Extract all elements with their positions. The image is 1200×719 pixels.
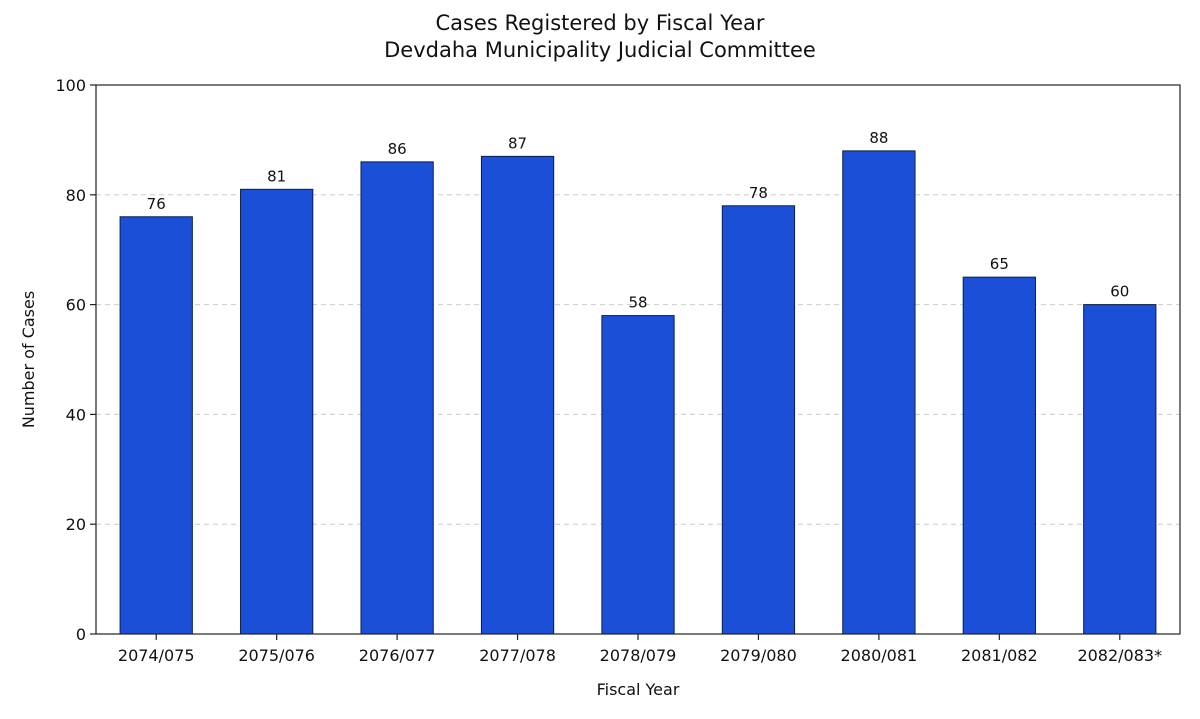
chart-title-block: Cases Registered by Fiscal Year Devdaha … [0,10,1200,64]
bar [721,205,796,635]
bar [962,276,1036,635]
data-label: 78 [749,184,768,202]
x-tick-label: 2074/075 [118,646,195,665]
data-label: 81 [267,167,286,185]
x-tick-label: 2082/083* [1077,646,1162,665]
x-tick-label: 2081/082 [961,646,1038,665]
data-label: 65 [990,255,1009,273]
bar [842,150,916,635]
x-axis-label: Fiscal Year [597,680,680,699]
x-axis-ticks: 2074/075 2075/076 2076/077 2077/078 2078/079… [118,634,1162,665]
chart-subtitle: Devdaha Municipality Judicial Committee [384,38,816,62]
bar [601,315,675,635]
y-tick-label: 100 [55,76,86,95]
bar [119,216,193,635]
y-tick-label: 80 [66,186,86,205]
x-tick-label: 2076/077 [359,646,436,665]
data-label: 87 [508,134,527,152]
chart-title: Cases Registered by Fiscal Year [435,11,765,35]
x-tick-label: 2077/078 [479,646,556,665]
bars [119,150,1157,635]
y-tick-label: 40 [66,405,86,424]
data-label: 60 [1110,283,1129,301]
x-tick-label: 2075/076 [238,646,315,665]
y-axis-ticks: 0 20 40 60 80 100 [55,76,96,644]
y-axis-label: Number of Cases [19,291,38,428]
data-label: 86 [388,140,407,158]
y-tick-label: 20 [66,515,86,534]
x-tick-label: 2078/079 [600,646,677,665]
data-label: 76 [147,195,166,213]
bar [240,188,314,635]
bar [360,161,434,635]
bar [1083,304,1157,635]
data-label: 58 [628,294,647,312]
x-tick-label: 2079/080 [720,646,797,665]
y-tick-label: 60 [66,296,86,315]
y-tick-label: 0 [76,625,86,644]
x-tick-label: 2080/081 [841,646,918,665]
bar [480,155,555,635]
data-label: 88 [869,129,888,147]
data-labels: 76 81 86 87 58 78 88 65 60 [147,129,1130,312]
